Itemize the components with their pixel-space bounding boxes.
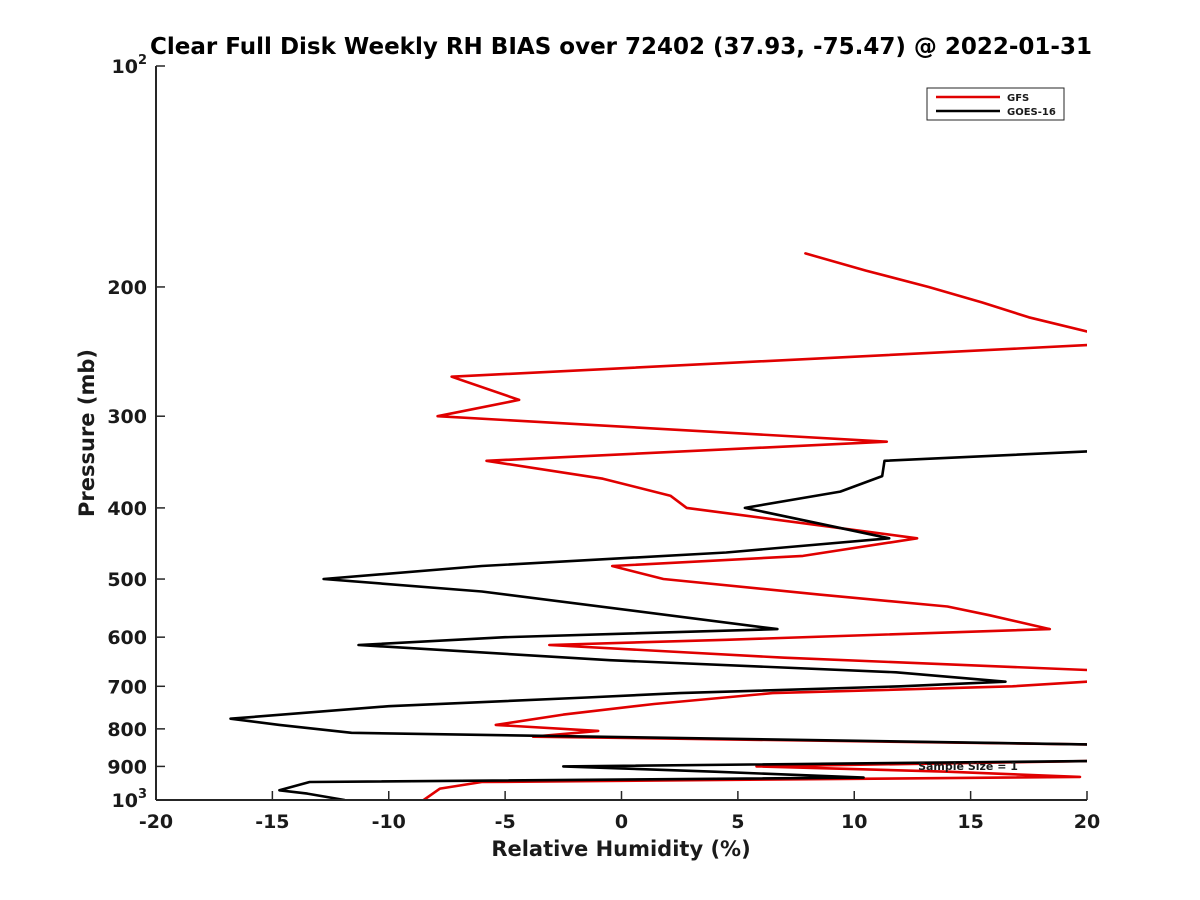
series-line-gfs xyxy=(494,680,1087,746)
y-tick-label: 700 xyxy=(107,676,147,698)
series-line-goes16 xyxy=(278,759,1087,800)
x-tick-label: 5 xyxy=(731,811,744,833)
series-line-gfs xyxy=(422,759,1087,800)
series-line-gfs xyxy=(436,343,1087,672)
y-ticks: 102 200 300 400 500 600 700 800 900 103 xyxy=(107,53,165,812)
y-tick-label: 500 xyxy=(107,569,147,591)
x-ticks: -20 -15 -10 -5 0 5 10 15 20 xyxy=(139,791,1100,833)
legend-box xyxy=(926,87,1065,121)
series-line-gfs xyxy=(804,252,1087,333)
y-tick-label: 300 xyxy=(107,406,147,428)
axes-layer xyxy=(155,66,1087,801)
legend-label-gfs: GFS xyxy=(1007,93,1029,104)
y-tick-label: 102 xyxy=(112,53,148,78)
y-tick-label: 103 xyxy=(112,787,148,812)
x-tick-label: 0 xyxy=(615,811,628,833)
legend-label-goes16: GOES-16 xyxy=(1007,107,1056,118)
legend: GFS GOES-16 xyxy=(926,87,1065,121)
y-tick-label: 600 xyxy=(107,627,147,649)
sample-size-annotation: Sample Size = 1 xyxy=(918,760,1018,773)
y-tick-label: 900 xyxy=(107,756,147,778)
y-axis-label: Pressure (mb) xyxy=(75,349,99,517)
series-layer xyxy=(229,252,1087,800)
x-tick-label: 10 xyxy=(841,811,867,833)
series-line-goes16 xyxy=(229,450,1087,746)
y-tick-label: 800 xyxy=(107,719,147,741)
x-tick-label: -20 xyxy=(139,811,173,833)
y-tick-label: 400 xyxy=(107,498,147,520)
x-tick-label: -10 xyxy=(372,811,406,833)
x-tick-label: -5 xyxy=(495,811,516,833)
y-tick-label: 200 xyxy=(107,277,147,299)
x-tick-label: -15 xyxy=(255,811,289,833)
x-axis-label: Relative Humidity (%) xyxy=(491,837,750,861)
x-tick-label: 15 xyxy=(957,811,983,833)
x-tick-label: 20 xyxy=(1074,811,1100,833)
chart-title: Clear Full Disk Weekly RH BIAS over 7240… xyxy=(150,34,1092,60)
